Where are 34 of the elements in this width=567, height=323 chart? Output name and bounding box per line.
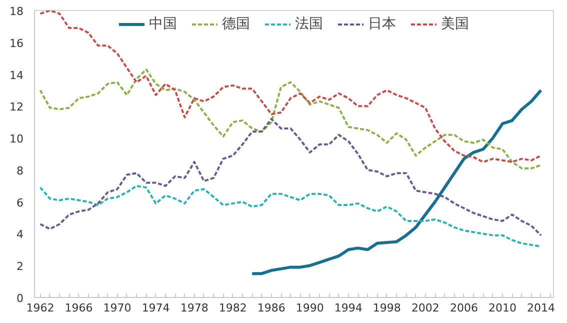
legend-label: 德国 bbox=[222, 15, 250, 33]
legend-label: 日本 bbox=[368, 15, 396, 33]
x-tick-label: 1982 bbox=[218, 302, 247, 314]
y-tick-label: 6 bbox=[16, 196, 24, 210]
x-tick-label: 2002 bbox=[411, 302, 440, 314]
line-series bbox=[250, 88, 542, 276]
y-tick-label: 2 bbox=[16, 260, 24, 274]
line-series bbox=[39, 68, 542, 170]
y-tick-label: 10 bbox=[10, 132, 24, 146]
y-tick-label: 14 bbox=[10, 68, 24, 82]
x-tick-label: 1990 bbox=[296, 302, 324, 314]
y-tick-label: 12 bbox=[10, 100, 24, 114]
x-tick-label: 1962 bbox=[26, 302, 54, 314]
y-tick-label: 4 bbox=[16, 228, 24, 242]
x-tick-label: 1966 bbox=[64, 302, 93, 314]
legend-label: 美国 bbox=[441, 15, 469, 33]
x-tick-label: 1994 bbox=[334, 302, 362, 314]
line-series bbox=[39, 184, 542, 248]
y-tick-label: 16 bbox=[10, 36, 24, 50]
line-series bbox=[39, 10, 542, 163]
x-tick-label: 2010 bbox=[488, 302, 516, 314]
x-tick-label: 1978 bbox=[180, 302, 208, 314]
x-tick-label: 2006 bbox=[450, 302, 478, 314]
y-tick-label: 0 bbox=[16, 292, 24, 305]
x-tick-label: 1986 bbox=[257, 302, 286, 314]
x-tick-label: 2014 bbox=[526, 302, 555, 314]
x-tick-label: 1970 bbox=[103, 302, 132, 314]
line-series bbox=[39, 118, 542, 236]
y-tick-label: 8 bbox=[16, 164, 24, 178]
x-tick-label: 1998 bbox=[372, 302, 401, 314]
legend-label: 法国 bbox=[295, 15, 323, 33]
x-tick-label: 1974 bbox=[142, 302, 170, 314]
y-tick-label: 18 bbox=[10, 5, 24, 18]
legend-label: 中国 bbox=[149, 15, 177, 33]
